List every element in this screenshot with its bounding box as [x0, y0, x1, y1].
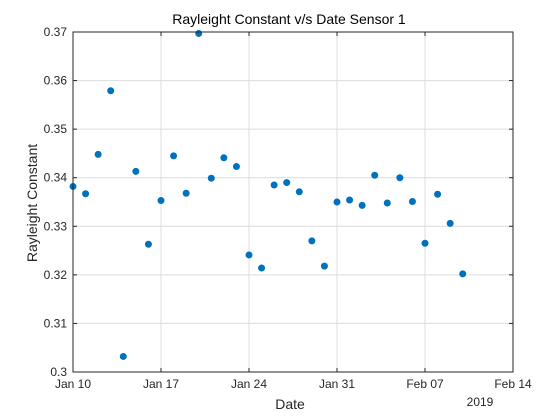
y-tick-label: 0.36	[44, 74, 68, 88]
data-point	[195, 29, 203, 37]
data-point	[258, 264, 266, 272]
data-point	[157, 197, 165, 205]
data-point	[107, 87, 115, 95]
data-point	[270, 181, 278, 189]
data-point	[346, 196, 354, 204]
data-point	[182, 189, 190, 197]
x-tick-label: Jan 31	[319, 377, 355, 391]
x-tick-label: Jan 10	[55, 377, 91, 391]
y-tick-label: 0.35	[44, 122, 68, 136]
x-axis-year-label: 2019	[467, 395, 494, 409]
data-point	[421, 239, 429, 247]
data-point	[434, 190, 442, 198]
data-point	[144, 240, 152, 248]
y-tick-label: 0.37	[44, 25, 68, 39]
y-axis-label: Rayleight Constant	[24, 144, 40, 262]
x-tick-label: Feb 14	[494, 377, 532, 391]
y-tick-label: 0.33	[44, 219, 68, 233]
data-point	[207, 174, 215, 182]
y-tick-label: 0.34	[44, 171, 68, 185]
data-point	[358, 201, 366, 209]
data-point	[408, 198, 416, 206]
data-point	[308, 237, 316, 245]
y-tick-label: 0.31	[44, 316, 68, 330]
data-point	[320, 262, 328, 270]
y-tick-label: 0.3	[50, 365, 67, 379]
data-point	[132, 167, 140, 175]
data-point	[459, 270, 467, 278]
data-point	[82, 190, 90, 198]
data-point	[371, 171, 379, 179]
plot-frame	[72, 31, 514, 373]
data-point	[170, 152, 178, 160]
y-tick-label: 0.32	[44, 268, 68, 282]
chart-title: Rayleight Constant v/s Date Sensor 1	[172, 11, 406, 27]
ticks: Jan 10 Jan 17 Jan 24 Jan 31 Feb 07 Feb 14 0.3 0…	[44, 25, 532, 391]
data-point	[446, 219, 454, 227]
x-tick-label: Feb 07	[406, 377, 444, 391]
x-tick-label: Jan 24	[231, 377, 267, 391]
data-point	[295, 188, 303, 196]
x-tick-label: Jan 17	[143, 377, 179, 391]
data-point	[220, 154, 228, 162]
grid	[72, 31, 514, 373]
data-point	[119, 352, 127, 360]
data-point	[333, 198, 341, 206]
data-points	[69, 29, 467, 360]
data-point	[383, 199, 391, 207]
data-point	[283, 179, 291, 187]
data-point	[245, 251, 253, 259]
x-axis-label: Date	[275, 396, 305, 412]
data-point	[396, 174, 404, 182]
data-point	[232, 163, 240, 171]
data-point	[94, 150, 102, 158]
